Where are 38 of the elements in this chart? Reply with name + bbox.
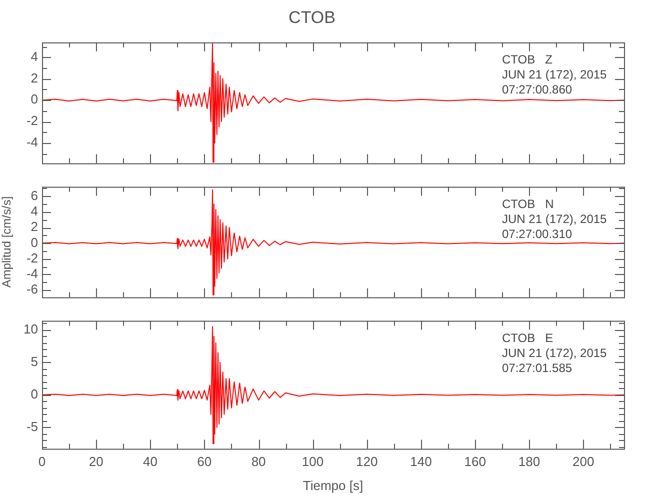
annotation: 07:27:00.860	[502, 82, 572, 97]
x-tick-label: 140	[410, 454, 432, 470]
y-tick-label: 0	[30, 386, 38, 402]
annotation: CTOB E	[502, 331, 554, 346]
y-tick-label: -2	[26, 250, 38, 266]
annotation: JUN 21 (172), 2015	[502, 346, 608, 360]
x-tick-label: 120	[356, 454, 378, 470]
y-tick-label: -2	[26, 113, 38, 128]
y-tick-label: 0	[30, 234, 38, 250]
y-tick-label: 4	[30, 48, 38, 64]
annotation: 07:27:00.310	[502, 227, 572, 242]
x-tick-label: 40	[143, 454, 158, 470]
y-tick-label: 5	[30, 354, 38, 369]
x-tick-label: 20	[88, 454, 104, 470]
y-tick-label: -4	[26, 266, 38, 282]
y-tick-label: 0	[30, 92, 38, 107]
chart-title: CTOB	[288, 8, 336, 27]
annotation: 07:27:01.585	[502, 361, 572, 376]
y-tick-label: -6	[26, 282, 38, 297]
y-tick-label: 4	[30, 203, 38, 218]
y-tick-label: 6	[30, 188, 38, 203]
y-tick-label: -5	[26, 418, 38, 434]
x-tick-label: 100	[302, 454, 324, 470]
y-tick-label: 2	[30, 219, 38, 234]
x-tick-label: 200	[572, 454, 594, 470]
annotation: CTOB Z	[502, 52, 552, 67]
y-axis-title: Amplitud [cm/s/s]	[0, 196, 14, 288]
y-tick-label: 2	[30, 70, 38, 86]
annotation: JUN 21 (172), 2015	[502, 68, 608, 82]
x-tick-label: 80	[251, 454, 266, 470]
annotation: JUN 21 (172), 2015	[502, 212, 608, 226]
x-tick-label: 60	[197, 454, 212, 470]
x-tick-label: 180	[518, 454, 540, 470]
x-axis-title: Tiempo [s]	[302, 478, 364, 493]
y-tick-label: -4	[26, 134, 38, 150]
x-tick-label: 160	[464, 454, 486, 470]
annotation: CTOB N	[502, 197, 554, 212]
y-tick-label: 10	[24, 321, 38, 336]
